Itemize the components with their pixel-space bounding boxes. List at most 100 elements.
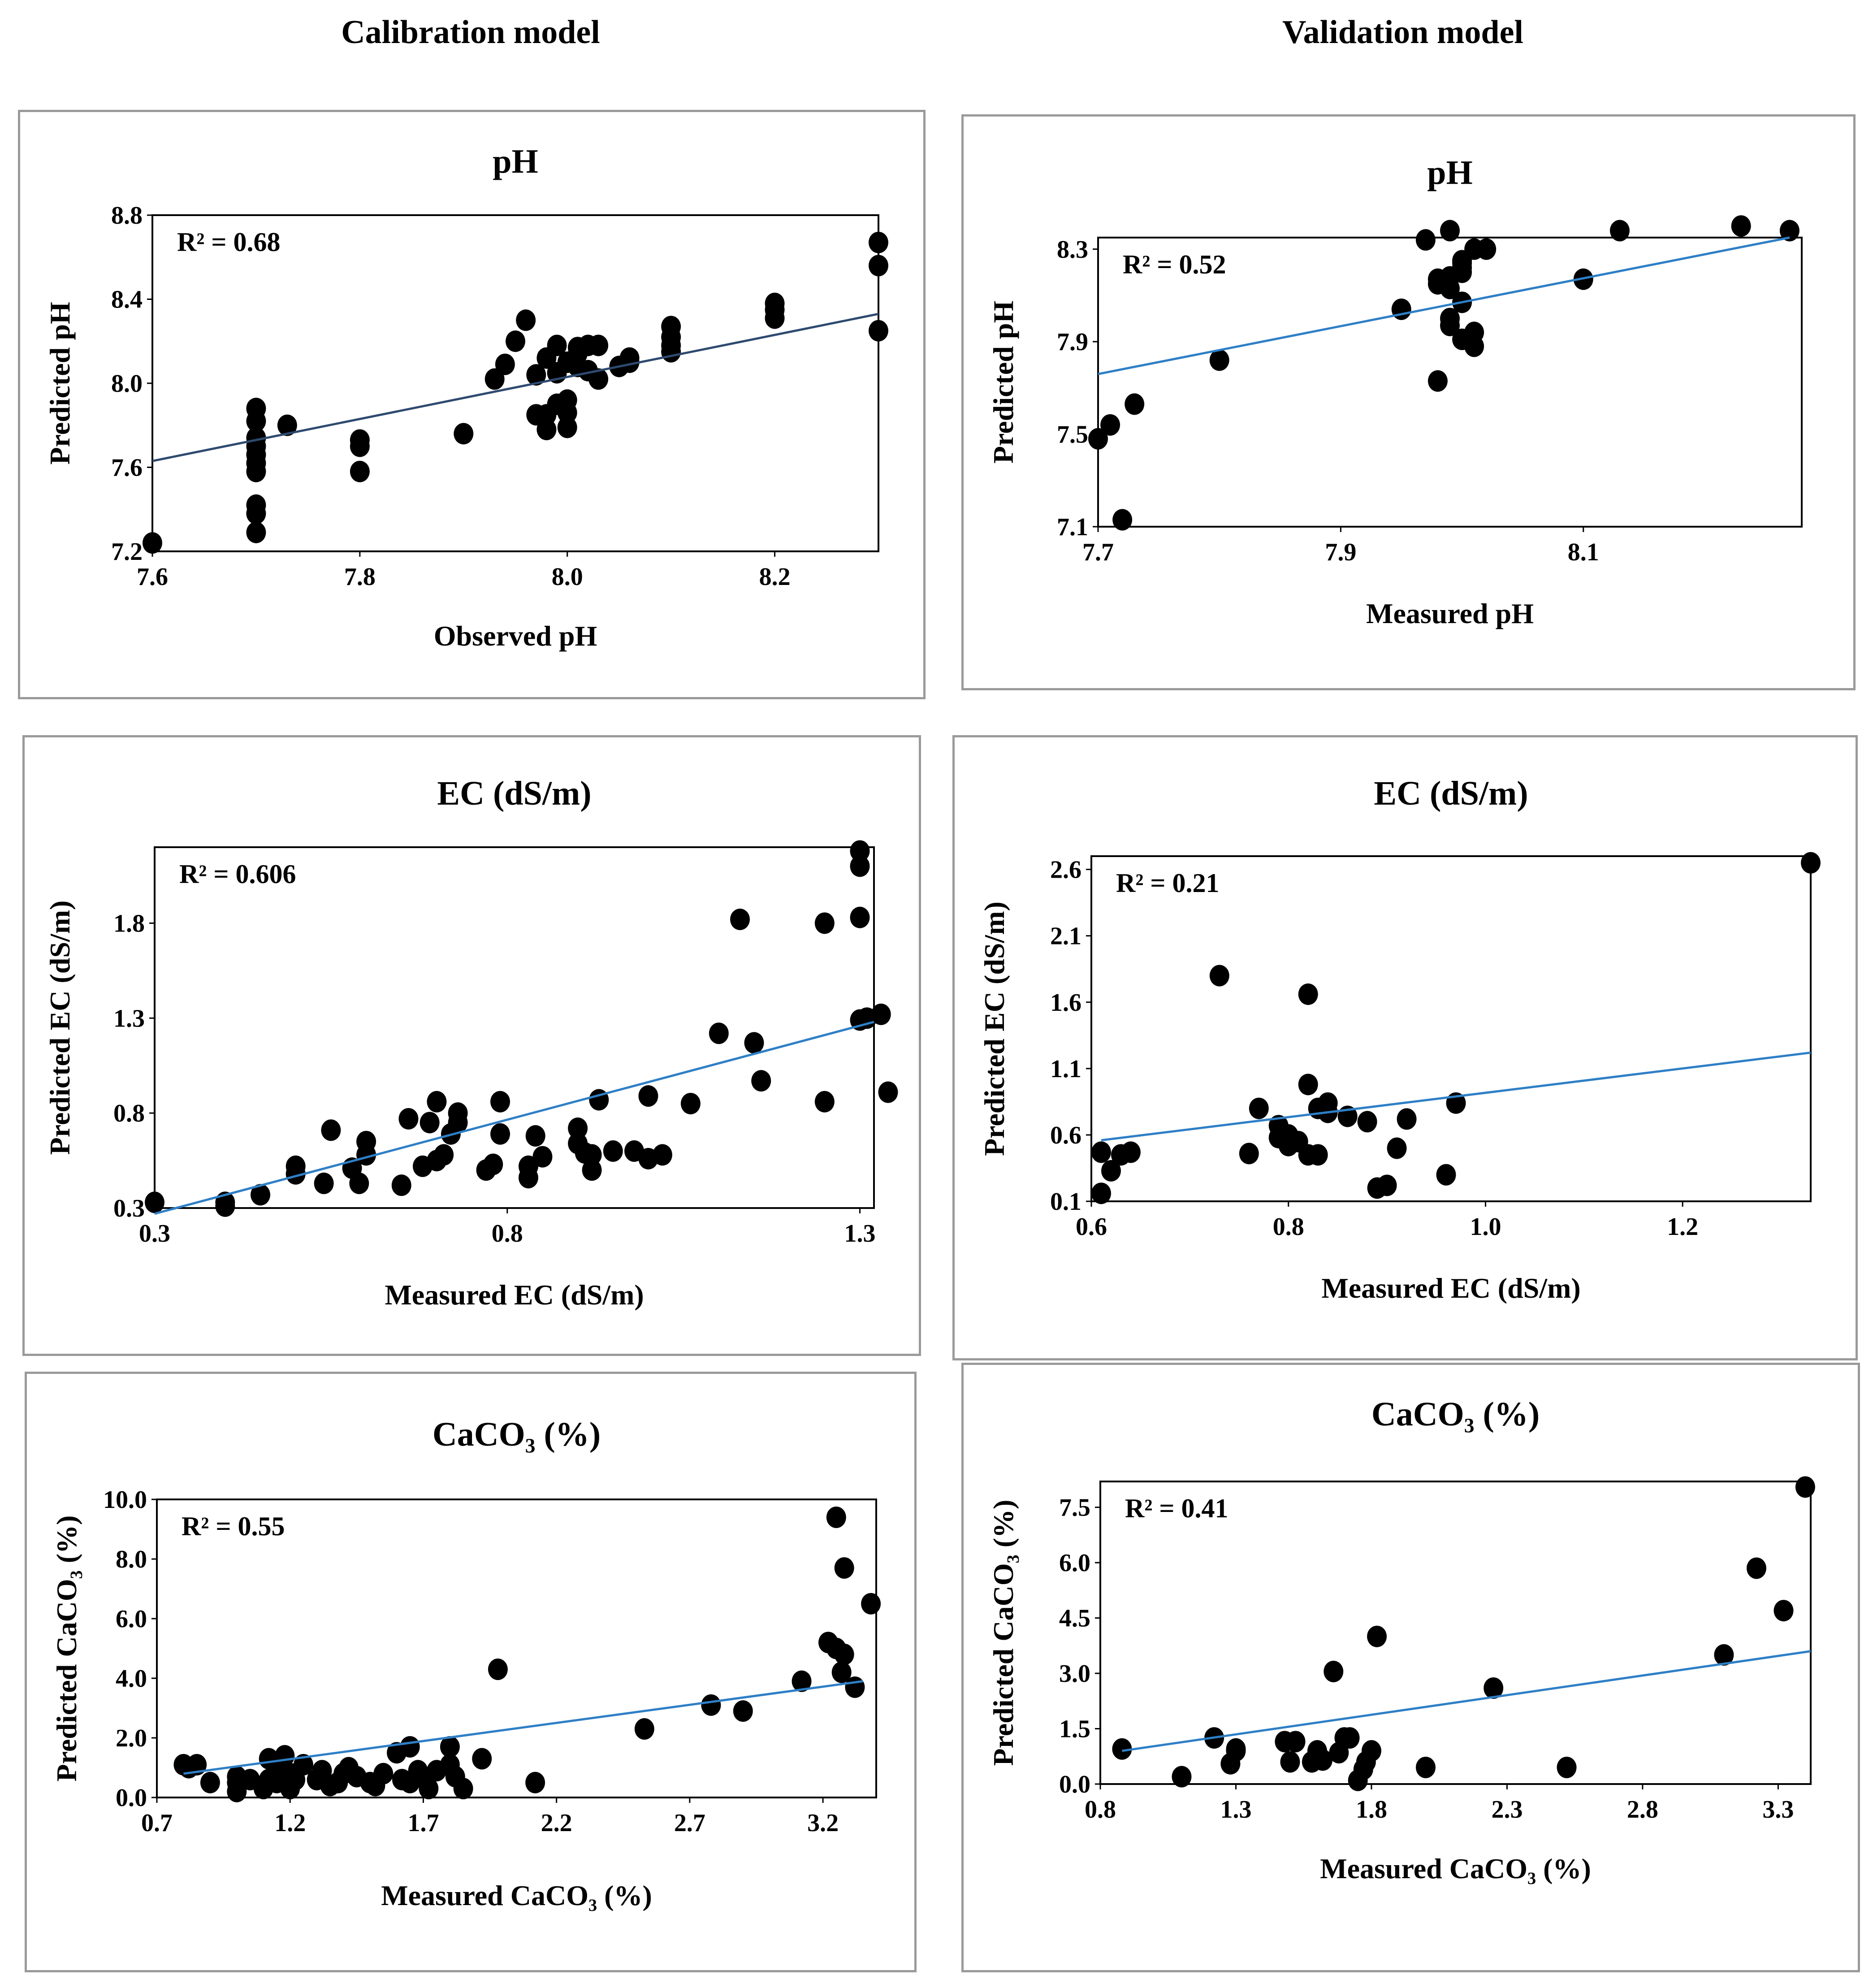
data-point — [420, 1112, 440, 1134]
y-tick-label: 6.0 — [116, 1605, 147, 1633]
data-point — [488, 1659, 508, 1680]
data-points — [1112, 1476, 1815, 1791]
x-tick-label: 0.6 — [1076, 1213, 1107, 1241]
data-point — [1318, 1092, 1338, 1114]
data-point — [869, 231, 888, 253]
plot-frame — [154, 846, 875, 1209]
data-point — [1091, 1141, 1111, 1163]
x-tick-label: 0.8 — [1085, 1796, 1116, 1823]
y-axis-label: Predicted EC (dS/m) — [44, 901, 76, 1155]
data-point — [1280, 1751, 1300, 1773]
data-point — [350, 460, 370, 482]
y-tick-label: 8.8 — [111, 202, 143, 230]
data-point — [733, 1700, 753, 1722]
data-point — [1747, 1557, 1767, 1579]
data-point — [861, 1593, 881, 1615]
cal-caco3-chart: CaCO₃ (%) 0.7 1.2 1.7 2.2 2.7 3.2 0.0 2.0 4.0 6.0 8… — [51, 1416, 881, 1911]
data-point — [1172, 1766, 1192, 1788]
data-point — [495, 353, 515, 375]
y-tick-label: 2.6 — [1050, 856, 1081, 884]
data-point — [1101, 1160, 1121, 1182]
data-point — [1091, 1182, 1111, 1204]
val-ec-chart: EC (dS/m)0.6 0.8 1.0 1.20.10.61.11.62.12.6M… — [978, 775, 1821, 1304]
chart-title: EC (dS/m) — [1374, 775, 1528, 812]
data-point — [568, 1117, 588, 1139]
data-point — [765, 292, 785, 314]
y-tick-label: 0.1 — [1050, 1188, 1081, 1216]
x-tick-label: 7.7 — [1082, 538, 1114, 566]
data-point — [400, 1736, 420, 1758]
data-point — [490, 1123, 510, 1145]
data-point — [484, 368, 505, 390]
data-point — [1298, 1074, 1318, 1096]
x-axis-label: Measured pH — [1366, 598, 1534, 629]
chart-title: EC (dS/m) — [437, 775, 591, 812]
x-tick-label: 3.3 — [1762, 1796, 1794, 1823]
data-point — [751, 1070, 771, 1092]
x-tick-label: 7.6 — [137, 563, 168, 591]
calibration-column-header: Calibration model — [341, 14, 600, 51]
y-tick-label: 8.3 — [1057, 236, 1088, 264]
x-axis-label: Measured EC (dS/m) — [1321, 1272, 1580, 1304]
y-axis-label: Predicted CaCO₃ (%) — [51, 1516, 82, 1782]
chart-title: CaCO₃ (%) — [1371, 1395, 1540, 1433]
data-point — [1795, 1476, 1815, 1498]
data-point — [143, 532, 162, 554]
data-point — [453, 1778, 473, 1800]
chart-title: pH — [1427, 154, 1472, 191]
data-point — [536, 419, 557, 441]
plot-frame — [1099, 1481, 1812, 1785]
x-tick-label: 1.3 — [844, 1220, 876, 1247]
trend-line — [1122, 1650, 1811, 1752]
r-squared-label: R² = 0.606 — [179, 859, 296, 889]
data-point — [1112, 1738, 1132, 1760]
y-axis-label: Predicted pH — [44, 302, 76, 464]
data-point — [1397, 1108, 1417, 1130]
data-point — [321, 1119, 341, 1141]
data-point — [834, 1557, 854, 1579]
cal-ec-chart: EC (dS/m) 0.3 0.8 1.3 0.3 0.8 1.3 1.8 Measured E… — [44, 775, 898, 1311]
data-point — [709, 1022, 729, 1044]
data-point — [1476, 238, 1497, 260]
chart-panel-validation-ph: pH 7.7 7.9 8.1 7.1 7.5 7.9 8.3 Measured pH Predic… — [961, 114, 1856, 690]
y-tick-label: 0.0 — [116, 1784, 147, 1812]
data-point — [1112, 509, 1133, 531]
data-point — [251, 1184, 271, 1206]
data-point — [582, 1159, 602, 1181]
chart-panel-validation-ec: EC (dS/m) 0.6 0.8 1.0 1.2 0.1 0.6 1.1 1.6 2.1 2.6 M… — [952, 735, 1858, 1360]
x-tick-label: 1.7 — [407, 1809, 439, 1837]
data-point — [145, 1191, 164, 1213]
validation-column-header: Validation model — [1282, 14, 1523, 51]
data-point — [1239, 1143, 1259, 1165]
trend-line — [152, 312, 879, 462]
x-tick-label: 2.8 — [1627, 1796, 1658, 1823]
y-tick-label: 8.0 — [111, 370, 143, 398]
data-points — [173, 1506, 881, 1802]
data-point — [845, 1676, 865, 1698]
data-point — [1714, 1644, 1734, 1666]
y-tick-label: 1.8 — [113, 910, 145, 937]
x-tick-label: 1.2 — [1667, 1213, 1698, 1241]
data-point — [525, 1125, 545, 1147]
r-squared-label: R² = 0.55 — [182, 1512, 285, 1541]
y-tick-label: 2.0 — [116, 1724, 147, 1752]
y-tick-label: 1.5 — [1059, 1715, 1090, 1743]
data-point — [454, 423, 474, 445]
plot-frame — [156, 1499, 877, 1798]
x-tick-label: 1.0 — [1470, 1213, 1501, 1241]
data-point — [744, 1032, 764, 1054]
chart-panel-validation-caco3: CaCO₃ (%) 0.8 1.3 1.8 2.3 2.8 3.3 0.0 1.5 3.0 4.5 6… — [961, 1363, 1860, 1972]
data-point — [871, 1003, 891, 1025]
x-axis-label: Measured CaCO₃ (%) — [1320, 1853, 1591, 1884]
y-tick-label: 2.1 — [1050, 923, 1081, 950]
data-point — [634, 1718, 654, 1740]
x-tick-label: 2.2 — [541, 1809, 572, 1837]
y-tick-label: 6.0 — [1059, 1549, 1090, 1577]
trend-line — [1101, 1051, 1811, 1142]
val-ph-chart: pH 7.7 7.9 8.1 7.1 7.5 7.9 8.3 Measured pH Predic… — [987, 154, 1803, 629]
y-tick-label: 3.0 — [1059, 1660, 1090, 1688]
data-point — [1357, 1111, 1377, 1133]
x-axis-label: Measured EC (dS/m) — [385, 1279, 644, 1311]
y-tick-label: 10.0 — [103, 1486, 147, 1514]
data-point — [869, 320, 888, 342]
